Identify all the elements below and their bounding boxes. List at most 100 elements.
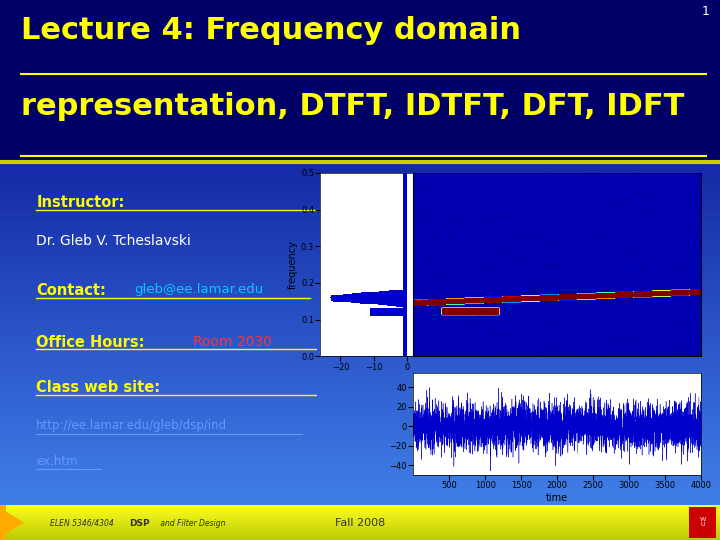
Bar bbox=[330, 298, 408, 299]
Bar bbox=[403, 266, 408, 267]
Bar bbox=[403, 260, 408, 261]
Bar bbox=[403, 320, 408, 321]
FancyBboxPatch shape bbox=[689, 507, 716, 538]
Bar bbox=[403, 243, 408, 244]
Text: Fall 2008: Fall 2008 bbox=[335, 518, 385, 528]
Bar bbox=[403, 235, 408, 237]
Bar bbox=[403, 238, 408, 239]
Bar bbox=[403, 350, 408, 351]
Bar bbox=[403, 234, 408, 235]
Bar bbox=[403, 348, 408, 349]
Bar bbox=[403, 233, 408, 234]
Bar bbox=[403, 188, 408, 189]
Bar bbox=[403, 183, 408, 184]
Bar bbox=[403, 256, 408, 258]
Bar bbox=[403, 226, 408, 227]
Bar bbox=[403, 347, 408, 348]
Text: ex.htm: ex.htm bbox=[36, 455, 78, 468]
Bar bbox=[396, 306, 408, 307]
Bar bbox=[403, 232, 408, 233]
Bar bbox=[389, 291, 408, 292]
Bar bbox=[403, 217, 408, 218]
Bar bbox=[403, 328, 408, 329]
Bar bbox=[403, 187, 408, 188]
Bar bbox=[403, 177, 408, 178]
Bar bbox=[403, 355, 408, 356]
Text: Class web site:: Class web site: bbox=[36, 380, 161, 395]
Bar bbox=[403, 283, 408, 284]
Bar bbox=[334, 295, 408, 296]
Bar bbox=[403, 259, 408, 260]
Bar bbox=[403, 233, 408, 234]
Bar bbox=[403, 332, 408, 333]
Bar bbox=[403, 254, 408, 255]
Bar bbox=[403, 288, 408, 289]
Bar bbox=[403, 244, 408, 245]
Bar bbox=[403, 200, 408, 201]
Bar bbox=[403, 225, 408, 226]
Bar bbox=[403, 190, 408, 191]
Bar bbox=[403, 201, 408, 202]
Bar bbox=[370, 313, 408, 314]
Bar bbox=[403, 319, 408, 320]
Bar bbox=[343, 294, 408, 295]
Bar bbox=[403, 220, 408, 221]
Bar bbox=[403, 224, 408, 225]
Bar bbox=[403, 278, 408, 279]
Bar bbox=[403, 220, 408, 221]
Bar bbox=[360, 302, 408, 303]
Bar bbox=[403, 192, 408, 193]
Bar bbox=[403, 307, 408, 308]
Bar bbox=[403, 339, 408, 340]
Bar bbox=[403, 211, 408, 212]
Bar bbox=[403, 237, 408, 238]
Bar bbox=[369, 308, 408, 309]
Bar bbox=[379, 291, 408, 292]
Text: Room 2030: Room 2030 bbox=[193, 335, 271, 349]
Bar bbox=[403, 323, 408, 325]
Bar bbox=[403, 190, 408, 191]
Bar bbox=[403, 354, 408, 355]
Bar bbox=[403, 276, 408, 278]
Bar bbox=[403, 252, 408, 253]
Bar bbox=[403, 287, 408, 288]
Bar bbox=[403, 214, 408, 215]
Bar bbox=[403, 245, 408, 246]
Bar bbox=[403, 197, 408, 198]
Bar bbox=[403, 343, 408, 344]
Bar bbox=[403, 180, 408, 181]
Y-axis label: frequency: frequency bbox=[288, 240, 298, 289]
Bar bbox=[403, 230, 408, 231]
Bar bbox=[403, 325, 408, 326]
Bar bbox=[403, 194, 408, 195]
Bar bbox=[403, 248, 408, 249]
Bar bbox=[330, 297, 408, 298]
Bar bbox=[403, 246, 408, 247]
Bar bbox=[403, 319, 408, 320]
Polygon shape bbox=[6, 511, 24, 534]
Bar bbox=[403, 353, 408, 354]
Bar bbox=[403, 349, 408, 350]
Bar bbox=[403, 315, 408, 316]
Bar bbox=[403, 267, 408, 268]
Text: DSP: DSP bbox=[130, 518, 150, 528]
Bar bbox=[403, 194, 408, 195]
Bar bbox=[342, 301, 408, 302]
Bar bbox=[352, 293, 408, 294]
Bar bbox=[403, 337, 408, 338]
Text: W
U: W U bbox=[700, 517, 706, 528]
Bar bbox=[403, 173, 408, 174]
Bar bbox=[403, 330, 408, 331]
Bar bbox=[403, 210, 408, 211]
Bar bbox=[403, 206, 408, 207]
Bar bbox=[403, 184, 408, 185]
Bar bbox=[369, 310, 408, 311]
Bar bbox=[403, 265, 408, 266]
Bar bbox=[403, 330, 408, 332]
X-axis label: time: time bbox=[546, 493, 568, 503]
Bar bbox=[403, 191, 408, 192]
Text: Office Hours:: Office Hours: bbox=[36, 335, 145, 350]
Bar bbox=[370, 311, 408, 312]
Bar bbox=[403, 256, 408, 257]
Bar bbox=[403, 324, 408, 325]
